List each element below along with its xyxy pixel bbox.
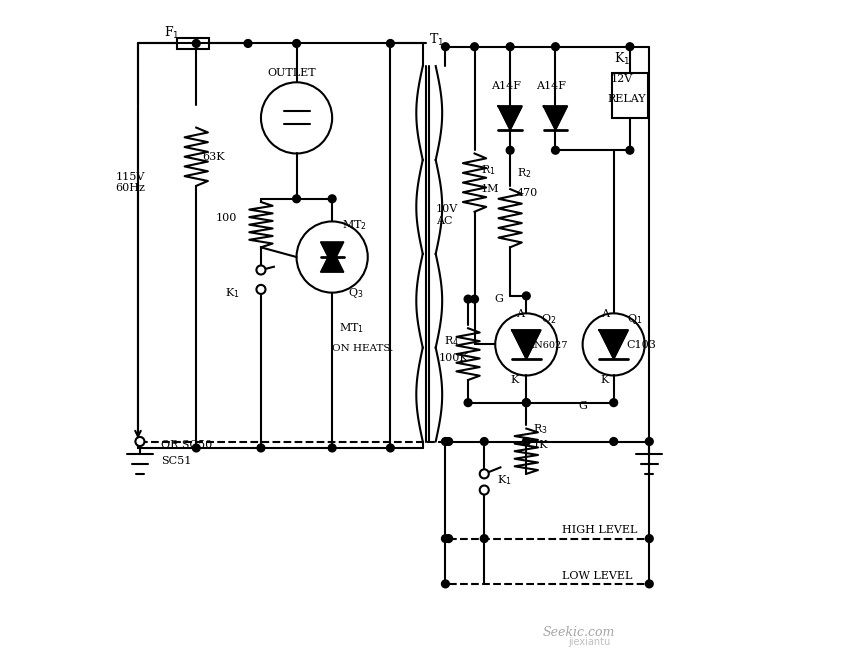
Circle shape bbox=[626, 43, 634, 51]
Text: SC51: SC51 bbox=[161, 456, 191, 466]
Text: K$_1$: K$_1$ bbox=[498, 474, 512, 488]
Bar bbox=[177, 38, 210, 49]
Circle shape bbox=[441, 580, 449, 588]
Text: 1K: 1K bbox=[532, 440, 549, 450]
Polygon shape bbox=[600, 330, 628, 359]
Circle shape bbox=[470, 295, 479, 303]
Circle shape bbox=[610, 437, 618, 445]
Text: A14F: A14F bbox=[491, 81, 521, 91]
Text: OUTLET: OUTLET bbox=[268, 68, 316, 78]
Circle shape bbox=[387, 444, 394, 452]
Circle shape bbox=[522, 292, 530, 300]
Text: 470: 470 bbox=[516, 188, 538, 198]
Text: R$_3$: R$_3$ bbox=[532, 422, 548, 436]
Circle shape bbox=[551, 146, 559, 154]
Text: 63K: 63K bbox=[203, 151, 225, 162]
Polygon shape bbox=[512, 330, 540, 359]
Circle shape bbox=[256, 265, 266, 274]
Text: MT$_2$: MT$_2$ bbox=[342, 218, 367, 231]
Text: jiexiantu: jiexiantu bbox=[568, 638, 611, 647]
Text: G: G bbox=[579, 401, 587, 411]
Circle shape bbox=[522, 399, 530, 406]
Text: 115V
60Hz: 115V 60Hz bbox=[115, 172, 145, 194]
Circle shape bbox=[245, 40, 252, 47]
Text: F$_1$: F$_1$ bbox=[164, 25, 180, 41]
Circle shape bbox=[441, 43, 449, 51]
Text: 100K: 100K bbox=[439, 352, 469, 363]
Polygon shape bbox=[320, 242, 344, 265]
Circle shape bbox=[328, 195, 336, 203]
Circle shape bbox=[481, 535, 488, 543]
Text: K: K bbox=[510, 375, 519, 385]
Circle shape bbox=[646, 535, 653, 543]
Circle shape bbox=[256, 285, 266, 294]
Circle shape bbox=[445, 437, 452, 445]
Circle shape bbox=[522, 399, 530, 406]
Circle shape bbox=[464, 399, 472, 406]
Circle shape bbox=[480, 469, 489, 478]
Circle shape bbox=[387, 40, 394, 47]
Text: C103: C103 bbox=[626, 340, 657, 350]
Text: 1M: 1M bbox=[481, 185, 499, 194]
Text: A: A bbox=[601, 309, 608, 319]
Circle shape bbox=[135, 437, 145, 446]
Text: R$_4$: R$_4$ bbox=[444, 334, 459, 348]
Text: A14F: A14F bbox=[536, 81, 566, 91]
Text: 2N6027: 2N6027 bbox=[528, 341, 567, 350]
Bar bbox=[612, 73, 648, 118]
Text: G: G bbox=[494, 294, 503, 304]
Circle shape bbox=[646, 580, 653, 588]
Text: 10V
AC: 10V AC bbox=[435, 204, 458, 226]
Polygon shape bbox=[320, 249, 344, 272]
Circle shape bbox=[481, 437, 488, 445]
Circle shape bbox=[193, 40, 200, 47]
Circle shape bbox=[506, 43, 514, 51]
Text: LOW LEVEL: LOW LEVEL bbox=[562, 571, 632, 580]
Circle shape bbox=[441, 535, 449, 543]
Circle shape bbox=[646, 437, 653, 445]
Circle shape bbox=[464, 295, 472, 303]
Text: Q$_2$: Q$_2$ bbox=[541, 312, 556, 326]
Circle shape bbox=[193, 444, 200, 452]
Text: RELAY: RELAY bbox=[607, 94, 646, 104]
Circle shape bbox=[293, 195, 301, 203]
Text: T$_1$: T$_1$ bbox=[429, 31, 445, 47]
Circle shape bbox=[445, 535, 452, 543]
Text: HIGH LEVEL: HIGH LEVEL bbox=[562, 525, 637, 536]
Text: OR SC50: OR SC50 bbox=[161, 440, 212, 450]
Circle shape bbox=[626, 146, 634, 154]
Text: R$_2$: R$_2$ bbox=[516, 166, 532, 180]
Circle shape bbox=[293, 40, 301, 47]
Text: Seekic.com: Seekic.com bbox=[543, 626, 615, 639]
Polygon shape bbox=[544, 106, 567, 129]
Text: K$_1$: K$_1$ bbox=[613, 51, 630, 67]
Circle shape bbox=[610, 399, 618, 406]
Polygon shape bbox=[498, 106, 521, 129]
Circle shape bbox=[522, 437, 530, 445]
Text: Q$_1$: Q$_1$ bbox=[626, 312, 642, 326]
Circle shape bbox=[328, 444, 336, 452]
Text: ON HEATS.: ON HEATS. bbox=[332, 344, 394, 353]
Text: A: A bbox=[516, 309, 524, 319]
Circle shape bbox=[470, 43, 479, 51]
Circle shape bbox=[441, 437, 449, 445]
Circle shape bbox=[480, 486, 489, 495]
Text: K: K bbox=[601, 375, 609, 385]
Text: MT$_1$: MT$_1$ bbox=[338, 322, 364, 335]
Text: Q$_3$: Q$_3$ bbox=[348, 286, 364, 300]
Circle shape bbox=[551, 43, 559, 51]
Text: K$_1$: K$_1$ bbox=[226, 286, 240, 300]
Text: R$_1$: R$_1$ bbox=[481, 163, 496, 177]
Circle shape bbox=[506, 146, 514, 154]
Text: 100: 100 bbox=[216, 213, 237, 224]
Text: 12V: 12V bbox=[611, 74, 633, 85]
Circle shape bbox=[257, 444, 265, 452]
